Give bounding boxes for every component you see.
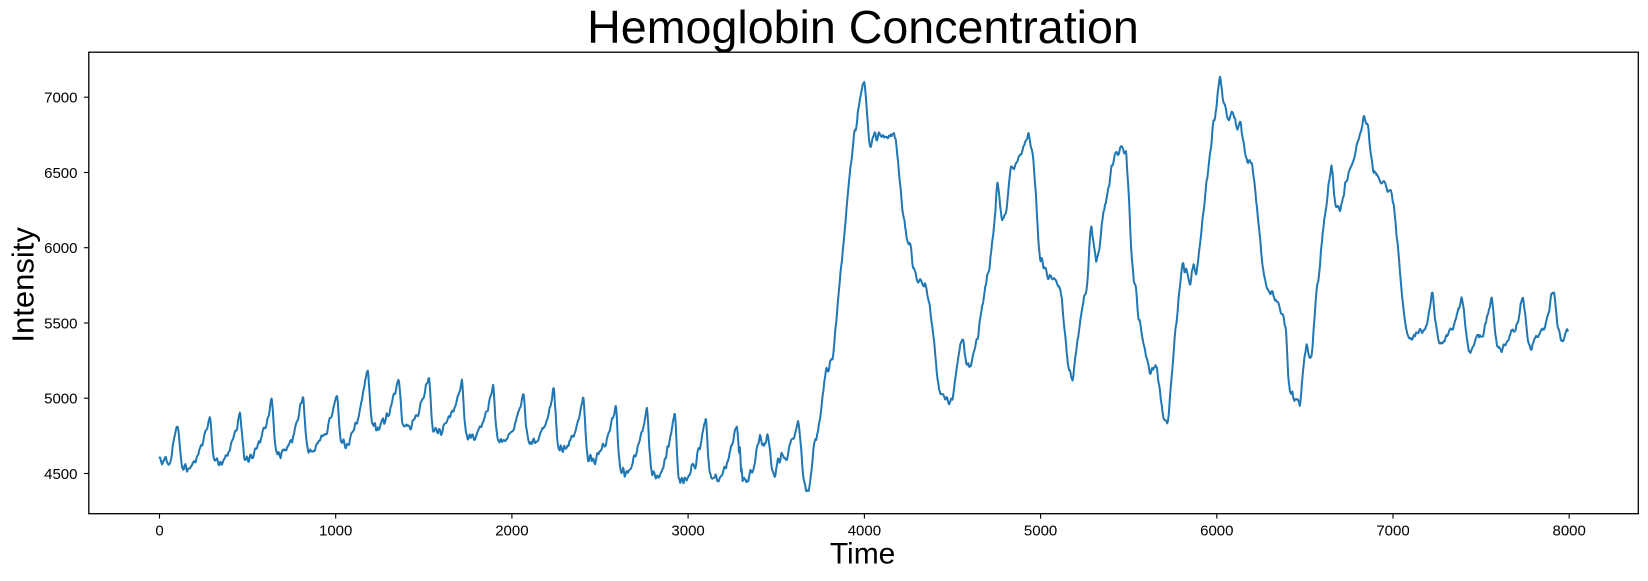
svg-text:Hemoglobin Concentration: Hemoglobin Concentration [587,1,1139,53]
svg-text:1000: 1000 [319,523,352,540]
svg-text:7000: 7000 [1376,523,1409,540]
svg-text:3000: 3000 [671,523,704,540]
svg-text:7000: 7000 [44,90,77,107]
svg-text:4500: 4500 [44,466,77,483]
svg-text:4000: 4000 [848,523,881,540]
svg-text:8000: 8000 [1553,523,1586,540]
svg-text:6500: 6500 [44,165,77,182]
svg-text:5500: 5500 [44,315,77,332]
svg-text:6000: 6000 [1200,523,1233,540]
svg-text:2000: 2000 [495,523,528,540]
svg-text:6000: 6000 [44,240,77,257]
svg-text:Intensity: Intensity [6,227,41,343]
svg-text:Time: Time [830,538,896,571]
svg-text:5000: 5000 [1024,523,1057,540]
svg-text:5000: 5000 [44,391,77,408]
svg-text:0: 0 [155,523,163,540]
